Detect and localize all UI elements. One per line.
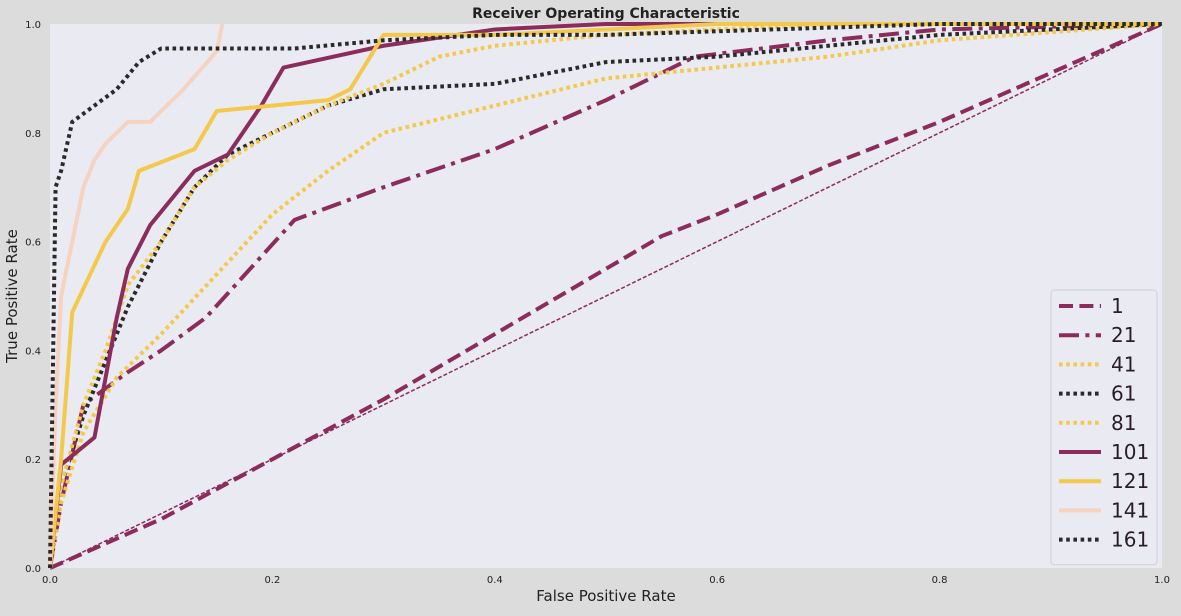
series-line-101 — [48, 22, 1162, 569]
y-tick-label: 0.6 — [25, 238, 41, 249]
x-axis-label: False Positive Rate — [536, 587, 675, 605]
series-line-161 — [48, 22, 1162, 569]
x-tick-label: 0.4 — [487, 575, 503, 586]
x-tick-label: 0.8 — [932, 575, 948, 586]
series-line-61 — [48, 22, 1163, 569]
legend-label: 161 — [1111, 528, 1149, 552]
series-line-121 — [48, 22, 1162, 569]
series-line-41 — [48, 22, 1163, 569]
series-line-1 — [49, 22, 1163, 570]
legend-label: 101 — [1111, 440, 1149, 464]
legend-label: 1 — [1111, 294, 1124, 318]
axis-ticks: 0.0 0.2 0.4 0.6 0.8 1.0 0.0 0.2 0.4 0.6 0.8 1.0 — [25, 20, 1170, 586]
y-tick-label: 0.0 — [25, 564, 41, 575]
legend-label: 41 — [1111, 352, 1136, 376]
legend-label: 141 — [1111, 498, 1149, 522]
chart-title: Receiver Operating Characteristic — [472, 6, 740, 22]
x-tick-label: 0.0 — [42, 575, 58, 586]
legend-label: 81 — [1111, 411, 1136, 435]
x-tick-label: 0.6 — [709, 575, 725, 586]
legend-box — [1050, 289, 1158, 566]
legend-label: 121 — [1111, 469, 1149, 493]
series-line-141 — [48, 23, 225, 569]
x-tick-label: 0.2 — [264, 575, 280, 586]
y-axis-label: True Positive Rate — [3, 229, 21, 364]
y-tick-label: 1.0 — [25, 20, 41, 31]
series-lines — [48, 22, 1163, 570]
legend-label: 21 — [1111, 323, 1136, 347]
y-tick-label: 0.2 — [25, 455, 41, 466]
y-tick-label: 0.8 — [25, 129, 41, 140]
legend-label: 61 — [1111, 382, 1136, 406]
x-tick-label: 1.0 — [1154, 575, 1170, 586]
y-tick-label: 0.4 — [25, 346, 41, 357]
